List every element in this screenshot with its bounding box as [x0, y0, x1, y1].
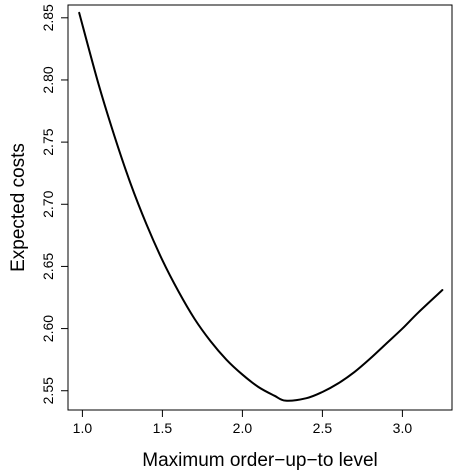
x-tick-label: 1.0	[73, 420, 93, 436]
x-tick-label: 2.0	[233, 420, 253, 436]
y-tick-label: 2.55	[40, 377, 56, 404]
y-axis: 2.55 2.60 2.65 2.70 2.75 2.80 2.85	[40, 4, 68, 404]
y-tick-label: 2.60	[40, 315, 56, 342]
x-axis: 1.0 1.5 2.0 2.5 3.0	[73, 410, 413, 436]
series-layer	[78, 11, 444, 402]
x-tick-label: 3.0	[393, 420, 413, 436]
series-line	[78, 11, 444, 402]
x-axis-title: Maximum order−up−to level	[142, 450, 378, 471]
y-axis-title: Expected costs	[8, 143, 29, 272]
y-tick-label: 2.70	[40, 190, 56, 217]
y-tick-label: 2.80	[40, 66, 56, 93]
y-tick-label: 2.75	[40, 128, 56, 155]
x-tick-label: 2.5	[313, 420, 333, 436]
plot-frame	[67, 4, 453, 411]
x-tick-label: 1.5	[153, 420, 173, 436]
y-tick-label: 2.85	[40, 4, 56, 31]
y-tick-label: 2.65	[40, 253, 56, 280]
